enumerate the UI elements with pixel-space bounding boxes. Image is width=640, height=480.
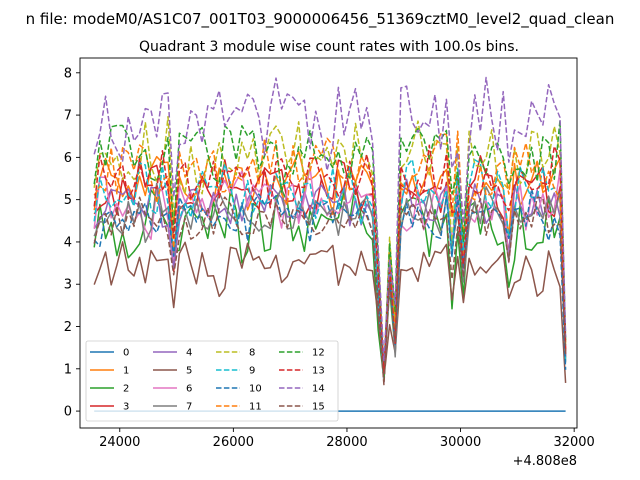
x-offset-label: +4.808e8 <box>513 454 577 469</box>
series-line-10 <box>93 188 567 377</box>
legend-label-2: 2 <box>123 384 129 395</box>
legend-label-5: 5 <box>186 366 192 377</box>
plot-frame <box>79 57 578 429</box>
legend-label-14: 14 <box>312 384 325 395</box>
legend-frame <box>85 340 339 422</box>
series-line-12 <box>93 119 567 378</box>
series-line-14 <box>93 76 567 363</box>
legend-label-10: 10 <box>249 384 262 395</box>
y-tick-label: 5 <box>64 193 72 208</box>
legend-label-0: 0 <box>123 348 129 359</box>
y-tick-label: 4 <box>64 235 72 250</box>
legend-label-7: 7 <box>186 402 192 413</box>
series-line-11 <box>93 130 567 373</box>
x-axis: 24000 26000 28000 30000 32000 <box>99 428 595 450</box>
x-tick-label: 24000 <box>99 435 140 450</box>
series-line-13 <box>93 144 567 374</box>
x-tick-label: 28000 <box>326 435 367 450</box>
series-layer <box>93 76 567 412</box>
legend-label-11: 11 <box>249 402 262 413</box>
legend-label-12: 12 <box>312 348 325 359</box>
x-tick-label: 32000 <box>553 435 594 450</box>
y-tick-label: 1 <box>64 362 72 377</box>
x-tick-label: 30000 <box>440 435 481 450</box>
legend-label-9: 9 <box>249 366 255 377</box>
y-tick-label: 6 <box>64 151 72 166</box>
series-line-4 <box>93 178 567 384</box>
y-tick-label: 7 <box>64 109 72 124</box>
series-line-5 <box>93 241 567 383</box>
legend-label-4: 4 <box>186 348 192 359</box>
legend-label-6: 6 <box>186 384 192 395</box>
y-tick-label: 3 <box>64 278 72 293</box>
legend-label-13: 13 <box>312 366 325 377</box>
chart-title: Quadrant 3 module wise count rates with … <box>139 39 519 55</box>
x-tick-label: 26000 <box>213 435 254 450</box>
series-line-15 <box>93 196 567 386</box>
y-tick-label: 2 <box>64 320 72 335</box>
legend-label-15: 15 <box>312 402 325 413</box>
y-axis: 0 1 2 3 4 5 6 7 8 <box>64 66 80 420</box>
suptitle: n file: modeM0/AS1C07_001T03_9000006456_… <box>26 10 615 29</box>
legend-label-1: 1 <box>123 366 129 377</box>
y-tick-label: 0 <box>64 405 72 420</box>
legend-label-8: 8 <box>249 348 255 359</box>
legend-label-3: 3 <box>123 402 129 413</box>
y-tick-label: 8 <box>64 66 72 81</box>
series-line-8 <box>93 115 567 380</box>
